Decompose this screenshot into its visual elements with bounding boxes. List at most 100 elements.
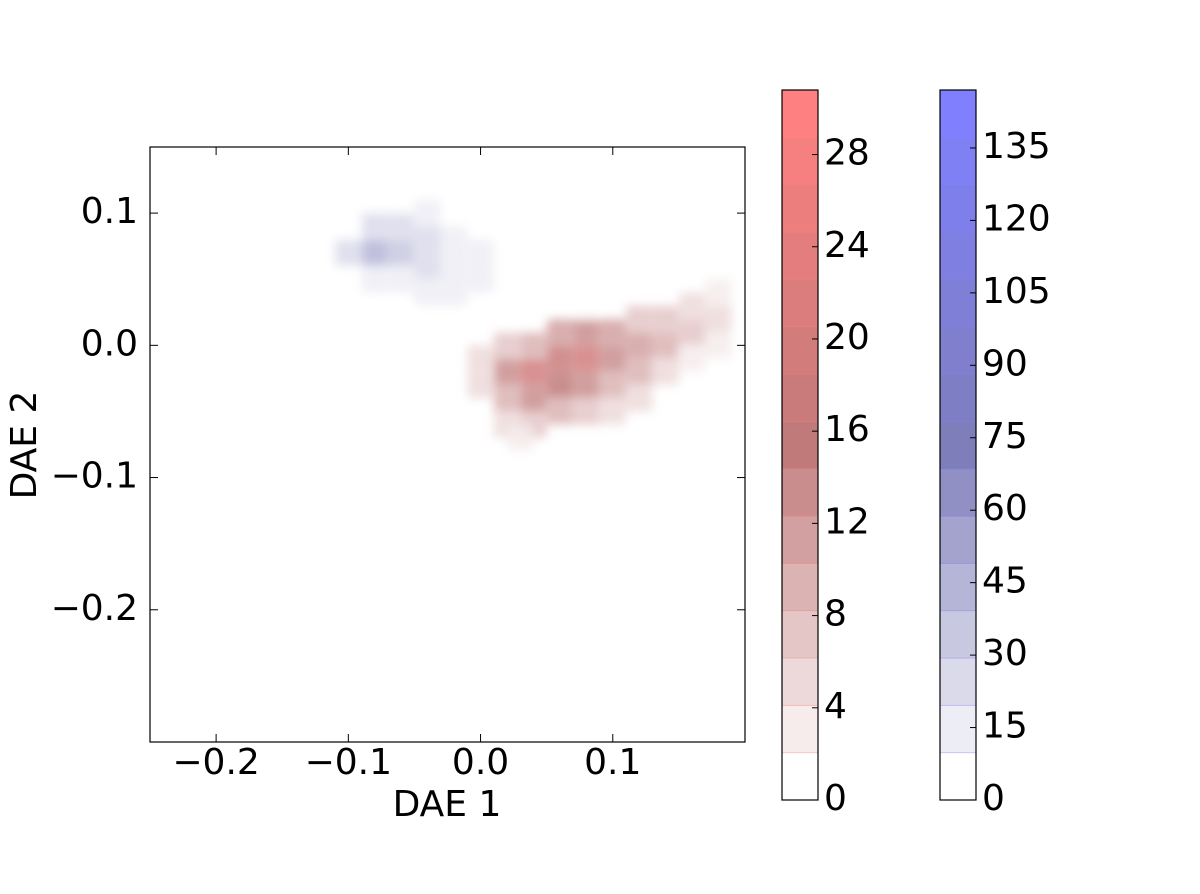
colorbar-tick-label: 0: [982, 778, 1005, 819]
density-cell: [494, 253, 520, 279]
colorbar-level: [940, 232, 976, 280]
y-tick-label: −0.1: [51, 456, 138, 497]
density-cell: [335, 239, 362, 266]
colorbar-level: [782, 137, 818, 186]
colorbar-level: [782, 516, 818, 564]
colorbar-tick-label: 45: [982, 561, 1028, 602]
density-cell: [546, 372, 573, 398]
density-cell: [599, 372, 626, 398]
colorbar-tick-label: 24: [824, 225, 870, 266]
colorbar-tick-label: 15: [982, 706, 1028, 747]
density-cell: [679, 345, 706, 372]
density-cell: [573, 292, 600, 319]
density-cell: [335, 213, 362, 240]
density-cell: [467, 345, 494, 372]
density-cell: [626, 358, 653, 385]
density-cell: [679, 292, 706, 319]
density-cell: [414, 305, 441, 332]
density-cell: [546, 279, 573, 306]
colorbar-tick-label: 0: [824, 778, 847, 819]
colorbar-level: [940, 468, 976, 517]
colorbar-level: [940, 705, 976, 754]
density-cell: [705, 305, 732, 332]
density-cell: [626, 305, 653, 332]
density-cell: [546, 319, 573, 346]
colorbar-level: [940, 374, 976, 422]
density-cell: [599, 266, 626, 293]
density-cell: [546, 398, 573, 425]
density-cell: [388, 186, 415, 213]
density-cell: [414, 279, 441, 306]
colorbar-tick-label: 20: [824, 317, 870, 358]
colorbar-level: [940, 326, 976, 375]
colorbar-level: [940, 421, 976, 470]
colorbar-level: [940, 279, 976, 328]
x-tick-label: −0.1: [305, 742, 392, 783]
density-cell: [388, 213, 415, 240]
density-cell: [573, 319, 600, 346]
colorbar-tick-label: 4: [824, 686, 847, 727]
density-cell: [441, 253, 468, 279]
density-cell: [361, 266, 388, 293]
density-cell: [494, 332, 520, 359]
density-cell: [546, 253, 573, 279]
colorbar-level: [940, 137, 976, 186]
colorbar-level: [940, 563, 976, 612]
density-cell: [494, 226, 520, 253]
y-tick-label: 0.1: [81, 191, 138, 232]
density-cell: [652, 332, 679, 359]
colorbar-level: [940, 658, 976, 706]
density-cell: [467, 213, 494, 240]
density-cell: [573, 398, 600, 425]
y-axis-label: DAE 2: [4, 391, 45, 500]
density-cell: [626, 332, 653, 359]
density-cell: [467, 266, 494, 293]
colorbar-level: [782, 184, 818, 233]
density-cell: [441, 200, 468, 227]
density-cell: [520, 266, 547, 293]
density-cell: [599, 398, 626, 425]
density-cell: [520, 332, 547, 359]
colorbar-level: [782, 374, 818, 422]
density-cell: [546, 226, 573, 253]
x-tick-label: −0.2: [172, 742, 259, 783]
colorbar-level: [782, 90, 818, 138]
colorbar-level: [940, 90, 976, 138]
density-cell: [494, 358, 520, 385]
colorbar-level: [940, 610, 976, 659]
colorbar-level: [782, 421, 818, 470]
colorbar-level: [782, 705, 818, 754]
colorbar-level: [940, 516, 976, 564]
colorbar-level: [782, 232, 818, 280]
density-cell: [441, 279, 468, 306]
y-tick-label: −0.2: [51, 588, 138, 629]
density-cell: [679, 319, 706, 346]
density-cell: [388, 292, 415, 319]
density-cell: [414, 200, 441, 227]
density-cell: [599, 345, 626, 372]
density-layer: [335, 186, 732, 451]
colorbar-tick-label: 30: [982, 633, 1028, 674]
plot-frame: [149, 146, 746, 743]
colorbar-level: [940, 752, 976, 801]
density-cell: [467, 239, 494, 266]
density-cell: [467, 292, 494, 319]
colorbar-tick-label: 135: [982, 126, 1051, 167]
colorbar-level: [782, 658, 818, 706]
colorbar-tick-label: 28: [824, 133, 870, 174]
colorbar-tick-label: 90: [982, 343, 1028, 384]
colorbar-tick-label: 8: [824, 594, 847, 635]
density-cell: [652, 305, 679, 332]
x-tick-label: 0.1: [584, 742, 641, 783]
density-cell: [388, 239, 415, 266]
density-cell: [494, 385, 520, 412]
colorbar-tick-label: 16: [824, 409, 870, 450]
density-cell: [652, 358, 679, 385]
colorbar-tick-label: 105: [982, 271, 1051, 312]
density-cell: [414, 226, 441, 253]
x-axis-label: DAE 1: [393, 784, 502, 825]
colorbar-level: [782, 326, 818, 375]
density-cell: [705, 332, 732, 359]
colorbar-tick-label: 60: [982, 488, 1028, 529]
x-tick-label: 0.0: [452, 742, 509, 783]
